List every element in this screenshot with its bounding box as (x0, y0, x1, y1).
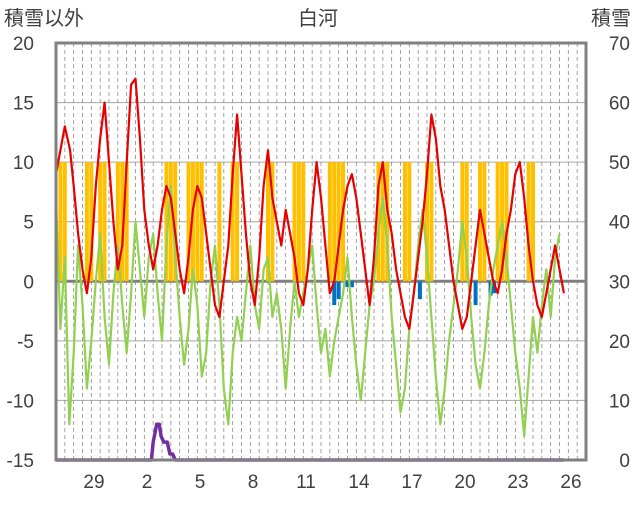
x-tick-label: 29 (83, 472, 104, 493)
y-right-tick-label: 0 (619, 451, 630, 472)
y-right-tick-label: 70 (609, 34, 630, 55)
orange-bar (495, 162, 500, 282)
blue-bar (336, 281, 341, 300)
orange-bar (531, 162, 535, 282)
y-left-tick-label: 20 (13, 34, 34, 55)
y-right-tick-label: 50 (609, 153, 630, 174)
orange-bar (168, 162, 173, 282)
orange-bar (301, 162, 306, 282)
blue-bar (492, 281, 497, 294)
orange-bar (173, 162, 178, 282)
y-left-tick-label: 15 (13, 94, 34, 115)
x-tick-label: 20 (454, 472, 475, 493)
chart-title: 白河 (298, 7, 338, 30)
orange-bar (385, 162, 390, 282)
orange-bar (98, 162, 103, 282)
orange-bar (292, 162, 297, 282)
orange-bar (190, 162, 195, 282)
orange-bar (62, 162, 67, 282)
y-right-tick-label: 40 (609, 213, 630, 234)
orange-bar (380, 162, 385, 282)
orange-bar (195, 162, 200, 282)
x-tick-label: 8 (248, 472, 259, 493)
x-tick-label: 26 (560, 472, 581, 493)
y-right-tick-label: 60 (609, 94, 630, 115)
orange-bar (332, 162, 337, 282)
orange-bar (341, 162, 346, 282)
orange-bar (230, 162, 235, 282)
purple-series-line (56, 422, 564, 462)
y-right-tick-label: 20 (609, 332, 630, 353)
blue-bar (332, 281, 337, 306)
y-left-tick-label: 5 (23, 213, 34, 234)
orange-bar (327, 162, 332, 282)
orange-bar (84, 162, 89, 282)
orange-bar (270, 162, 275, 282)
orange-bar (425, 162, 429, 282)
y-left-tick-label: 0 (23, 272, 34, 293)
orange-bar (266, 162, 270, 282)
orange-bar (296, 162, 301, 282)
plot-frame (54, 41, 588, 462)
left-axis-label: 積雪以外 (4, 7, 84, 30)
x-tick-label: 14 (348, 472, 370, 493)
orange-bar (164, 162, 169, 282)
red-series-line (54, 77, 565, 330)
orange-bar (58, 162, 63, 282)
orange-bar (186, 162, 191, 282)
orange-bar (464, 162, 469, 282)
orange-bar (199, 162, 204, 282)
right-axis-label: 積雪 (591, 7, 631, 30)
x-tick-label: 11 (296, 472, 316, 493)
orange-bar (429, 162, 434, 282)
y-right-tick-label: 10 (609, 391, 630, 412)
x-tick-label: 23 (507, 472, 528, 493)
y-left-tick-label: -10 (7, 391, 34, 412)
orange-bar (102, 162, 107, 282)
orange-bar (217, 162, 222, 282)
y-left-tick-label: -15 (7, 451, 34, 472)
orange-bar (89, 162, 94, 282)
y-right-tick-label: 30 (609, 272, 630, 293)
blue-bar (349, 281, 354, 288)
orange-bar (504, 162, 509, 282)
orange-bar (115, 162, 120, 282)
orange-bar (376, 162, 381, 282)
y-left-tick-label: -5 (17, 332, 34, 353)
tick-labels: -15 -10 -5 0 5 10 15 20 0 10 20 30 40 50 60 70 29 2 5 8 11 14… (7, 34, 630, 493)
orange-bar (407, 162, 412, 282)
x-tick-label: 2 (142, 472, 153, 493)
orange-bar (526, 162, 531, 282)
plot-border (54, 41, 588, 462)
orange-bar (482, 162, 487, 282)
orange-bar (336, 162, 341, 282)
orange-bar (120, 162, 125, 282)
blue-bar (417, 281, 422, 300)
orange-bar (478, 162, 482, 282)
blue-bar (345, 281, 350, 288)
orange-bar (235, 162, 240, 282)
x-tick-label: 17 (401, 472, 422, 493)
orange-bar (124, 162, 129, 282)
y-left-tick-label: 10 (13, 153, 34, 174)
blue-bar (473, 281, 478, 306)
x-tick-label: 5 (195, 472, 206, 493)
lines-layer (54, 77, 565, 462)
orange-bar (402, 162, 407, 282)
